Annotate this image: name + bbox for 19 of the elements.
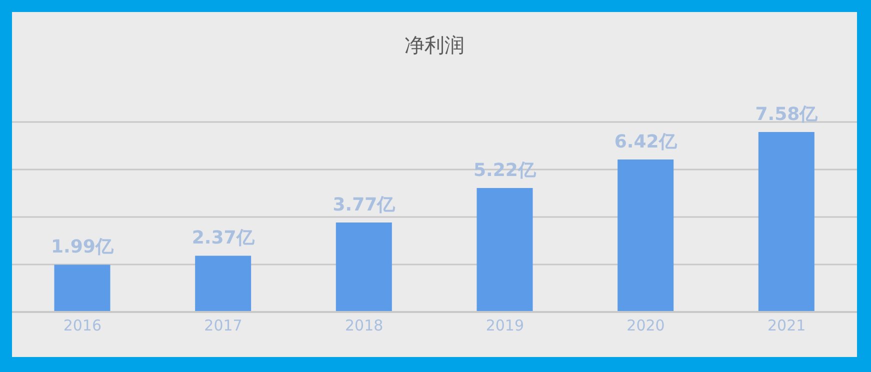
x-tick-label: 2017: [204, 316, 242, 335]
x-tick-label: 2016: [63, 316, 102, 335]
bar: [758, 132, 814, 312]
data-label: 5.22亿: [474, 160, 537, 182]
bar: [195, 256, 252, 312]
x-tick-label: 2019: [486, 316, 524, 335]
bar: [476, 188, 533, 312]
data-label: 1.99亿: [51, 236, 114, 258]
data-label: 6.42亿: [614, 132, 678, 153]
data-label: 7.58亿: [755, 104, 819, 125]
x-tick-label: 2018: [344, 316, 384, 335]
bar: [54, 264, 110, 312]
data-label: 2.37亿: [192, 228, 256, 249]
data-label: 3.77亿: [332, 194, 396, 216]
bar: [336, 222, 392, 312]
x-tick-label: 2020: [626, 316, 665, 335]
x-tick-label: 2021: [767, 316, 806, 335]
chart-title: 净利润: [404, 32, 466, 59]
bar: [618, 160, 674, 312]
